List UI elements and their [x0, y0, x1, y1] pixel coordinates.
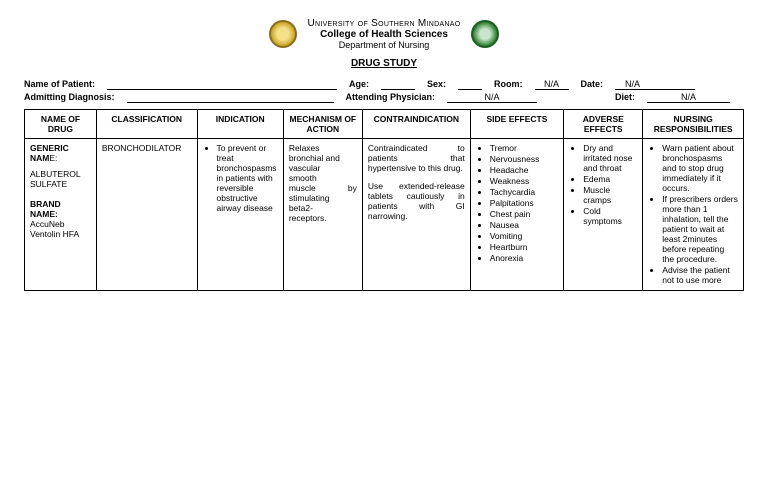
page-title: DRUG STUDY [24, 58, 744, 69]
seal-right-icon [471, 20, 499, 48]
nursing-item: Warn patient about bronchospasms and to … [662, 143, 738, 193]
side-effect-item: Weakness [490, 176, 558, 186]
table-row: GENERIC NAME: ALBUTEROL SULFATE BRAND NA… [25, 139, 744, 291]
adverse-list: Dry and irritated nose and throatEdemaMu… [569, 143, 637, 226]
col-side-effects: SIDE EFFECTS [470, 110, 563, 139]
col-contraindication: CONTRAINDICATION [362, 110, 470, 139]
label-date: Date: [581, 79, 604, 90]
mech-line: beta2- [289, 203, 357, 213]
mech-line: vascular [289, 163, 357, 173]
nursing-item: Advise the patient not to use more [662, 265, 738, 285]
value-date: N/A [615, 79, 695, 90]
value-attending: N/A [447, 92, 537, 103]
side-effect-item: Vomiting [490, 231, 558, 241]
label-room: Room: [494, 79, 523, 90]
label-age: Age: [349, 79, 369, 90]
col-nursing: NURSING RESPONSIBILITIES [643, 110, 744, 139]
cell-adverse-effects: Dry and irritated nose and throatEdemaMu… [564, 139, 643, 291]
mech-line: stimulating [289, 193, 357, 203]
col-classification: CLASSIFICATION [96, 110, 197, 139]
side-effect-item: Tremor [490, 143, 558, 153]
mech-line: muscle [289, 183, 316, 193]
mech-line: smooth [289, 173, 357, 183]
value-room: N/A [535, 79, 569, 90]
side-effect-item: Headache [490, 165, 558, 175]
patient-info: Name of Patient: Age: Sex: Room: N/A Dat… [24, 79, 744, 103]
side-effect-item: Nausea [490, 220, 558, 230]
value-patient-name [107, 79, 337, 90]
table-header-row: NAME OF DRUG CLASSIFICATION INDICATION M… [25, 110, 744, 139]
university-name: University of Southern Mindanao [307, 18, 460, 29]
col-mechanism: MECHANISM OF ACTION [283, 110, 362, 139]
brand-label: BRAND NAME: [30, 199, 91, 219]
mech-line: bronchial and [289, 153, 357, 163]
cell-mechanism: Relaxes bronchial and vascular smooth mu… [283, 139, 362, 291]
mech-line: by [348, 183, 357, 193]
mech-line: Relaxes [289, 143, 357, 153]
side-effect-item: Nervousness [490, 154, 558, 164]
contra-p1: Contraindicated to patients that hyperte… [368, 143, 465, 173]
adverse-item: Dry and irritated nose and throat [583, 143, 637, 173]
label-admitting-dx: Admitting Diagnosis: [24, 92, 115, 103]
adverse-item: Muscle cramps [583, 185, 637, 205]
college-name: College of Health Sciences [307, 29, 460, 40]
department-name: Department of Nursing [307, 40, 460, 50]
nursing-list: Warn patient about bronchospasms and to … [648, 143, 738, 285]
generic-value: ALBUTEROL SULFATE [30, 169, 91, 189]
brand-value-2: Ventolin HFA [30, 229, 91, 239]
side-effect-item: Chest pain [490, 209, 558, 219]
value-sex [458, 79, 482, 90]
cell-drug-name: GENERIC NAME: ALBUTEROL SULFATE BRAND NA… [25, 139, 97, 291]
side-effect-item: Anorexia [490, 253, 558, 263]
side-effect-item: Tachycardia [490, 187, 558, 197]
side-effect-item: Palpitations [490, 198, 558, 208]
indication-item: To prevent or treat bronchospasms in pat… [217, 143, 278, 213]
contra-p2: Use extended-release tablets cautiously … [368, 181, 465, 221]
label-sex: Sex: [427, 79, 446, 90]
col-name-of-drug: NAME OF DRUG [25, 110, 97, 139]
nursing-item: If prescribers orders more than 1 inhala… [662, 194, 738, 264]
cell-classification: BRONCHODILATOR [96, 139, 197, 291]
cell-indication: To prevent or treat bronchospasms in pat… [197, 139, 283, 291]
mech-line: receptors. [289, 213, 357, 223]
label-diet: Diet: [615, 92, 635, 103]
value-age [381, 79, 415, 90]
value-admitting-dx [127, 92, 334, 103]
cell-nursing: Warn patient about bronchospasms and to … [643, 139, 744, 291]
page-header: University of Southern Mindanao College … [24, 18, 744, 50]
side-effect-item: Heartburn [490, 242, 558, 252]
adverse-item: Edema [583, 174, 637, 184]
cell-contraindication: Contraindicated to patients that hyperte… [362, 139, 470, 291]
col-indication: INDICATION [197, 110, 283, 139]
side-effects-list: TremorNervousnessHeadacheWeaknessTachyca… [476, 143, 558, 263]
label-attending: Attending Physician: [346, 92, 436, 103]
label-patient-name: Name of Patient: [24, 79, 95, 90]
col-adverse-effects: ADVERSE EFFECTS [564, 110, 643, 139]
drug-study-table: NAME OF DRUG CLASSIFICATION INDICATION M… [24, 109, 744, 291]
seal-left-icon [269, 20, 297, 48]
brand-value-1: AccuNeb [30, 219, 91, 229]
value-diet: N/A [647, 92, 730, 103]
adverse-item: Cold symptoms [583, 206, 637, 226]
generic-label-e: E: [49, 153, 57, 163]
cell-side-effects: TremorNervousnessHeadacheWeaknessTachyca… [470, 139, 563, 291]
